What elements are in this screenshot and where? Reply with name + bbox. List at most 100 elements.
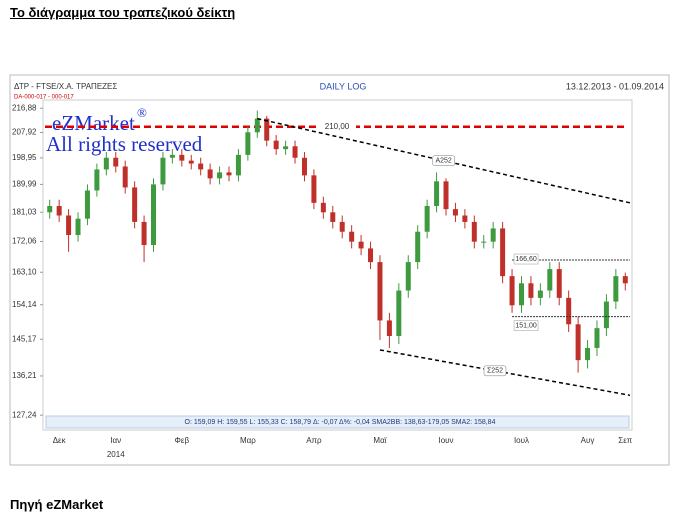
candle-body [160, 157, 166, 185]
candle-body [471, 221, 477, 242]
candle-body [122, 166, 128, 188]
date-range: 13.12.2013 - 01.09.2014 [566, 81, 664, 91]
candle-body [622, 276, 628, 284]
y-tick-label: 163,10 [12, 267, 37, 276]
candle-body [481, 241, 487, 243]
x-tick-label: Μαρ [240, 436, 256, 445]
candle-body [320, 202, 326, 213]
candle-body [47, 205, 53, 213]
info-text: O: 159,09 H: 159,55 L: 155,33 C: 158,79 … [185, 419, 496, 426]
candle-body [537, 290, 543, 298]
candle-body [169, 154, 175, 158]
candle-body [75, 218, 81, 236]
level-label-box [513, 320, 539, 331]
y-tick-label: 136,21 [12, 371, 37, 380]
instrument: ΔΤΡ - FTSE/X.A. ΤΡΑΠΕΖΕΣ [14, 82, 117, 91]
candle-body [179, 154, 185, 161]
candle-body [254, 118, 260, 133]
x-tick-label: Σεπ [618, 436, 633, 445]
x-tick-label: Ιαν [110, 436, 121, 445]
candle-body [443, 181, 449, 210]
y-tick-label: 172,06 [12, 237, 37, 246]
source: Πηγή eZMarket [10, 497, 104, 512]
x-tick-label: Ιουν [438, 436, 453, 445]
candle-body [301, 157, 307, 176]
watermark: ® [137, 105, 147, 120]
trend-label-box [483, 365, 507, 377]
code: DA-000-017 - 000-017 [14, 95, 74, 101]
candle-body [547, 269, 553, 291]
y-tick-label: 216,88 [12, 103, 37, 112]
candle-body [585, 347, 591, 361]
x-tick-label: Δεκ [53, 436, 67, 445]
candle-body [141, 221, 147, 246]
candle-body [235, 154, 241, 176]
candle-body [339, 221, 345, 232]
plot-area [42, 99, 633, 431]
candle-body [56, 205, 62, 216]
info-bar [45, 415, 630, 429]
x-tick-label: Φεβ [175, 436, 190, 445]
candle-body [415, 231, 421, 263]
candle-body [556, 269, 562, 298]
candle-body [528, 283, 534, 298]
candle-body [264, 118, 270, 141]
x-tick-label: Αυγ [581, 436, 595, 445]
candle-body [226, 172, 232, 176]
candle-body [132, 187, 138, 222]
x-tick-label: Μαϊ [373, 436, 386, 445]
level-label: 151,00 [515, 322, 537, 329]
candle-body [358, 241, 364, 249]
level-label: 166,60 [515, 256, 537, 263]
candle-body [424, 205, 430, 232]
y-tick-label: 145,17 [12, 334, 37, 343]
candle-body [349, 231, 355, 242]
candle-body [273, 140, 279, 150]
candle-body [462, 215, 468, 222]
x-tick-label: Απρ [306, 436, 322, 445]
trend-label-box [432, 155, 455, 166]
year-label: 2014 [107, 450, 125, 459]
reference-label-box [318, 120, 356, 133]
candle-body [405, 262, 411, 291]
candle-body [368, 248, 374, 263]
reference-label: 210,00 [325, 122, 350, 131]
candle-body [594, 328, 600, 348]
candle-body [84, 190, 90, 219]
candle-body [188, 160, 194, 164]
candle-body [377, 262, 383, 321]
y-tick-label: 154,14 [12, 300, 37, 309]
trend-label: Σ252 [487, 368, 503, 375]
candle-body [103, 157, 109, 170]
candle-body [452, 209, 458, 216]
candle-body [245, 132, 251, 155]
candle-body [509, 276, 515, 306]
candle-body [330, 212, 336, 222]
candle-body [518, 283, 524, 306]
candle-body [603, 301, 609, 329]
candle-body [566, 297, 572, 325]
candle-body [575, 324, 581, 361]
candle-body [386, 320, 392, 336]
candle-body [311, 175, 317, 203]
y-tick-label: 181,03 [12, 207, 37, 216]
y-tick-label: 189,99 [12, 180, 37, 189]
candle-body [66, 215, 72, 236]
candle-body [292, 146, 298, 158]
candle-body [434, 181, 440, 206]
candle-body [207, 169, 213, 179]
level-label-box [513, 253, 539, 265]
candle-body [94, 169, 100, 191]
candle-body [613, 276, 619, 302]
candle-body [283, 146, 289, 150]
y-tick-label: 207,92 [12, 128, 37, 137]
watermark: eZMarket [52, 111, 135, 135]
candle-body [500, 228, 506, 277]
trend-label: A252 [435, 158, 451, 165]
candle-body [217, 172, 223, 179]
y-tick-label: 198,95 [12, 153, 37, 162]
watermark: All rights reserved [46, 132, 203, 156]
candle-body [396, 290, 402, 336]
heading: Το διάγραμμα του τραπεζικού δείκτη [10, 5, 236, 20]
